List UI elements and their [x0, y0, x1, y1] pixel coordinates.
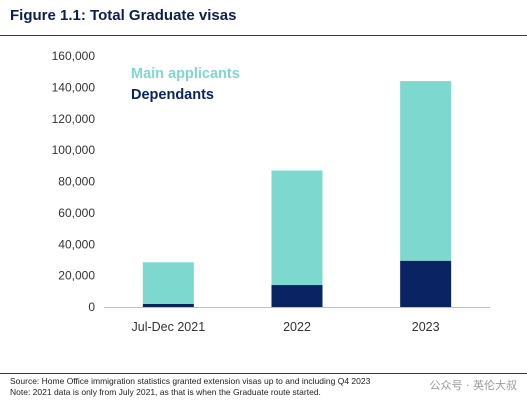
bar-dependants [271, 285, 323, 307]
y-tick-label: 60,000 [58, 206, 95, 220]
footnotes: Source: Home Office immigration statisti… [10, 376, 370, 398]
source-note: Source: Home Office immigration statisti… [10, 376, 371, 386]
x-tick-label: 2023 [412, 320, 440, 334]
legend-dependants: Dependants [131, 87, 214, 103]
bar-main-applicants [271, 170, 323, 286]
stacked-bar-chart: 0 20,000 40,000 60,000 80,000 100,000 120,000 1… [52, 49, 490, 334]
y-tick-label: 20,000 [58, 269, 95, 283]
bar-dependants [400, 260, 452, 307]
watermark-text: 公众号 · 英伦大叔 [429, 379, 518, 392]
y-tick-label: 40,000 [58, 237, 95, 251]
legend-main-applicants: Main applicants [131, 66, 240, 82]
x-tick-label: 2022 [283, 320, 311, 334]
bar-dependants [142, 303, 194, 307]
bar-main-applicants [400, 81, 452, 261]
y-tick-label: 140,000 [52, 80, 96, 94]
bottom-divider [0, 373, 527, 374]
y-tick-label: 100,000 [52, 143, 96, 157]
figure-title: Figure 1.1: Total Graduate visas [10, 7, 237, 24]
y-tick-label: 0 [88, 300, 95, 314]
chart-area: 0 20,000 40,000 60,000 80,000 100,000 120,000 1… [0, 36, 527, 373]
x-tick-label: Jul-Dec 2021 [132, 320, 206, 334]
bar-main-applicants [142, 262, 194, 304]
y-tick-label: 80,000 [58, 175, 95, 189]
y-tick-label: 120,000 [52, 112, 96, 126]
data-note: Note: 2021 data is only from July 2021, … [10, 387, 321, 397]
y-tick-label: 160,000 [52, 49, 96, 63]
top-divider [0, 35, 527, 36]
